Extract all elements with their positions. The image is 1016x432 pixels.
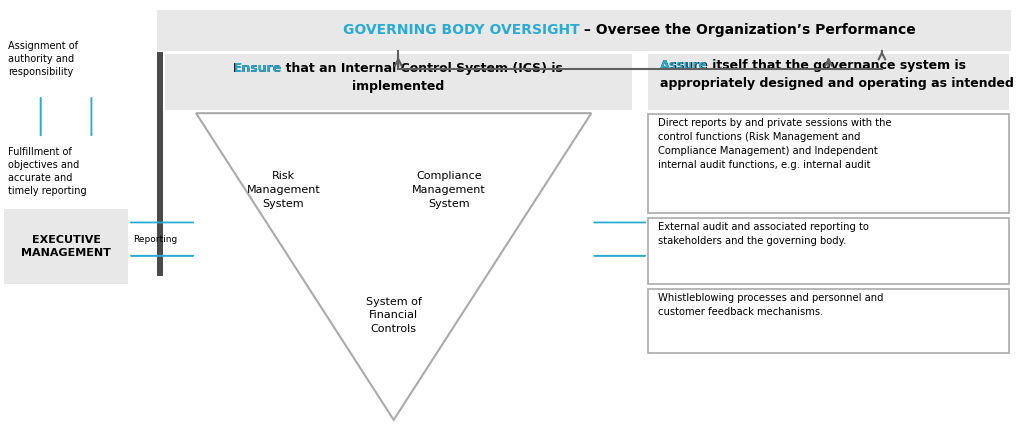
Text: System of
Financial
Controls: System of Financial Controls [366,297,422,334]
Text: Compliance
Management
System: Compliance Management System [411,172,486,209]
Text: Reporting: Reporting [133,235,178,244]
Text: Assignment of
authority and
responsibility: Assignment of authority and responsibili… [8,41,78,77]
Text: Fulfillment of
objectives and
accurate and
timely reporting: Fulfillment of objectives and accurate a… [8,147,86,197]
Text: Ensure that an Internal Control System (ICS) is
implemented: Ensure that an Internal Control System (… [234,62,563,93]
Text: – Oversee the Organization’s Performance: – Oversee the Organization’s Performance [579,23,915,38]
Bar [4,209,128,284]
Text: Direct reports by and private sessions with the
control functions (Risk Manageme: Direct reports by and private sessions w… [658,118,892,170]
Text: Assure itself that the governance system is
appropriately designed and operating: Assure itself that the governance system… [660,59,1014,90]
Bar [648,289,1009,353]
Text: Assure: Assure [660,59,708,72]
Text: External audit and associated reporting to
stakeholders and the governing body.: External audit and associated reporting … [658,222,870,247]
Text: Whistleblowing processes and personnel and
customer feedback mechanisms.: Whistleblowing processes and personnel a… [658,293,884,318]
Text: Ensure: Ensure [234,62,281,75]
Text: GOVERNING BODY OVERSIGHT: GOVERNING BODY OVERSIGHT [343,23,580,38]
Bar [157,52,163,276]
Bar [165,54,632,110]
Text: Risk
Management
System: Risk Management System [247,172,320,209]
Text: EXECUTIVE
MANAGEMENT: EXECUTIVE MANAGEMENT [21,235,111,257]
Bar [157,10,1011,51]
Bar [648,54,1009,110]
Bar [648,218,1009,284]
Bar [648,114,1009,213]
